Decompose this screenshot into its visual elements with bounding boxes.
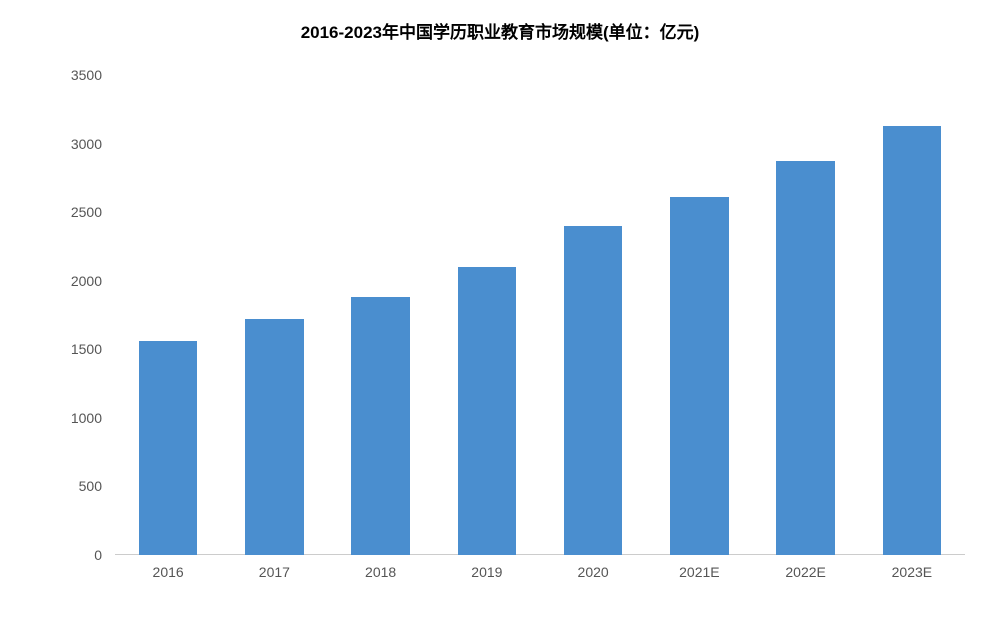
y-tick-label: 1000 [71, 410, 102, 426]
bar [458, 267, 516, 555]
x-tick-label: 2017 [259, 564, 290, 580]
bar [351, 297, 409, 555]
y-axis: 0500100015002000250030003500 [60, 75, 110, 555]
y-tick-label: 0 [94, 547, 102, 563]
bar [883, 126, 941, 555]
x-tick-label: 2018 [365, 564, 396, 580]
chart-title: 2016-2023年中国学历职业教育市场规模(单位：亿元) [0, 0, 1000, 43]
y-tick-label: 1500 [71, 341, 102, 357]
x-tick-label: 2023E [892, 564, 932, 580]
y-tick-label: 500 [79, 478, 102, 494]
x-tick-label: 2022E [785, 564, 825, 580]
x-axis: 2016 2017 2018 2019 2020 2021E 2022E 2023E [115, 560, 965, 585]
bar [245, 319, 303, 555]
bar [670, 197, 728, 555]
y-tick-label: 2000 [71, 273, 102, 289]
x-tick-label: 2020 [578, 564, 609, 580]
plot-area [115, 75, 965, 555]
y-tick-label: 3000 [71, 136, 102, 152]
x-tick-label: 2019 [471, 564, 502, 580]
y-tick-label: 2500 [71, 204, 102, 220]
x-tick-label: 2021E [679, 564, 719, 580]
bar [139, 341, 197, 555]
chart-container: 0500100015002000250030003500 20162017201… [60, 75, 980, 585]
bar [776, 161, 834, 555]
y-tick-label: 3500 [71, 67, 102, 83]
x-tick-label: 2016 [153, 564, 184, 580]
bar [564, 226, 622, 555]
x-baseline [115, 554, 965, 555]
